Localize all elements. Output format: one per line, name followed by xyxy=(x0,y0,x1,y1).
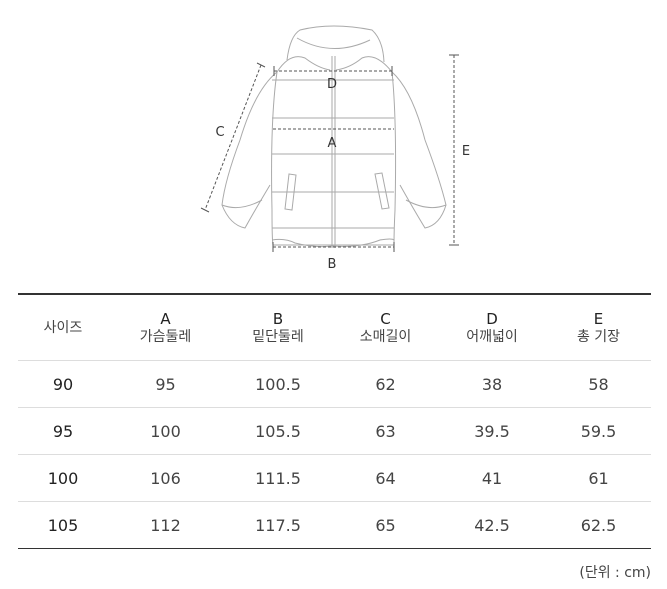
header-c: C 소매길이 xyxy=(333,294,438,361)
cell-size: 105 xyxy=(18,501,108,549)
cell-d: 39.5 xyxy=(438,407,546,455)
cell-size: 90 xyxy=(18,360,108,408)
table-row: 100 106 111.5 64 41 61 xyxy=(18,454,651,502)
table-row: 95 100 105.5 63 39.5 59.5 xyxy=(18,407,651,455)
cell-b: 105.5 xyxy=(223,407,333,455)
cell-c: 63 xyxy=(333,407,438,455)
cell-e: 59.5 xyxy=(546,407,651,455)
cell-c: 62 xyxy=(333,360,438,408)
cell-e: 62.5 xyxy=(546,501,651,549)
label-c: C xyxy=(215,125,224,140)
header-d: D 어깨넓이 xyxy=(438,294,546,361)
measure-line-c xyxy=(204,64,262,211)
cell-c: 64 xyxy=(333,454,438,502)
table-row: 90 95 100.5 62 38 58 xyxy=(18,360,651,408)
cell-b: 117.5 xyxy=(223,501,333,549)
cell-b: 111.5 xyxy=(223,454,333,502)
cell-d: 38 xyxy=(438,360,546,408)
header-a: A 가슴둘레 xyxy=(108,294,223,361)
cell-e: 61 xyxy=(546,454,651,502)
label-e: E xyxy=(462,144,470,159)
cell-e: 58 xyxy=(546,360,651,408)
cell-b: 100.5 xyxy=(223,360,333,408)
jacket-outline xyxy=(221,25,447,248)
cell-a: 112 xyxy=(108,501,223,549)
label-b: B xyxy=(328,257,337,272)
cell-d: 42.5 xyxy=(438,501,546,549)
measurement-lines xyxy=(204,55,455,248)
cell-c: 65 xyxy=(333,501,438,549)
cell-a: 95 xyxy=(108,360,223,408)
unit-note: (단위 : cm) xyxy=(579,565,651,581)
cell-d: 41 xyxy=(438,454,546,502)
header-b: B 밑단둘레 xyxy=(223,294,333,361)
table-row: 105 112 117.5 65 42.5 62.5 xyxy=(18,501,651,549)
jacket-measurement-diagram: D A B C E xyxy=(200,25,470,272)
label-a: A xyxy=(328,136,337,151)
cell-size: 100 xyxy=(18,454,108,502)
cell-a: 100 xyxy=(108,407,223,455)
cell-a: 106 xyxy=(108,454,223,502)
label-d: D xyxy=(327,77,337,92)
header-size: 사이즈 xyxy=(18,294,108,361)
cell-size: 95 xyxy=(18,407,108,455)
